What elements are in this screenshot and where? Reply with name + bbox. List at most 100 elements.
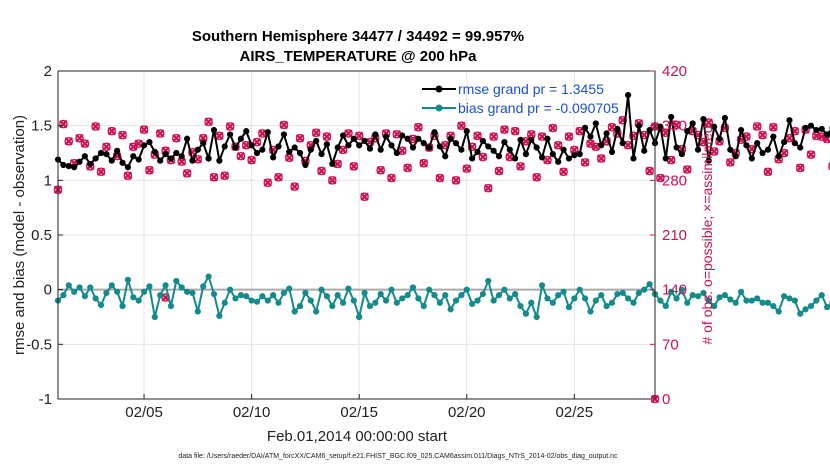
obs-possible-point [225, 122, 235, 131]
rmse-point [81, 153, 88, 160]
obs-assimilated-point [570, 145, 579, 155]
bias-point [339, 299, 347, 306]
obs-assimilated-point [123, 171, 133, 180]
rmse-point [635, 122, 642, 129]
rmse-point [641, 147, 648, 154]
rmse-point [167, 155, 175, 162]
obs-assimilated-point [683, 165, 692, 174]
obs-assimilated-point [64, 137, 73, 146]
rmse-point [732, 153, 739, 160]
y2-ticks: 0 70 140 210 280 350 420 [650, 63, 687, 408]
bias-point [447, 306, 454, 313]
obs-possible-point [548, 123, 558, 133]
bias-point [183, 288, 191, 295]
bias-point [737, 288, 745, 295]
rmse-point [571, 152, 578, 159]
rmse-point [565, 155, 573, 162]
bias-point [474, 297, 481, 304]
obs-possible-point [59, 119, 68, 129]
rmse-point [759, 149, 766, 157]
rmse-point [818, 125, 825, 133]
rmse-point [350, 135, 357, 142]
rmse-point [280, 131, 287, 138]
rmse-point [538, 154, 546, 161]
rmse-point [528, 136, 535, 143]
bias-point [431, 292, 438, 299]
bias-point [479, 290, 486, 298]
bias-point [409, 284, 417, 291]
y-tick-label-2: 0 [44, 282, 52, 299]
obs-possible-point [725, 158, 735, 167]
bias-point [334, 292, 341, 299]
rmse-point [721, 114, 729, 122]
rmse-point [684, 128, 691, 135]
bias-point [345, 285, 352, 292]
obs-assimilated-point [236, 151, 246, 161]
rmse-point [264, 129, 271, 136]
obs-assimilated-point [317, 166, 326, 176]
obs-assimilated-point [672, 120, 681, 130]
obs-assimilated-point [59, 119, 68, 129]
rmse-point [764, 146, 772, 153]
bias-point [124, 276, 132, 283]
bias-point [716, 294, 723, 301]
obs-possible-point [145, 165, 154, 175]
legend-rmse-marker [435, 85, 443, 93]
rmse-point [232, 144, 239, 151]
obs-possible-point [752, 122, 762, 131]
bias-point [205, 273, 212, 280]
obs-assimilated-point [177, 157, 186, 166]
obs-possible-point [806, 150, 816, 159]
bias-point [151, 313, 158, 321]
rmse-point [318, 150, 325, 158]
rmse-point [210, 126, 218, 134]
rmse-point [463, 128, 470, 135]
bias-point [748, 297, 755, 304]
x-tick-label-3: 02/20 [448, 404, 486, 421]
rmse-point [442, 153, 449, 160]
obs-possible-point [64, 136, 74, 146]
obs-assimilated-point [156, 129, 165, 138]
rmse-point [124, 164, 132, 171]
y2-tick-label-4: 280 [662, 172, 687, 189]
bias-point [103, 289, 110, 297]
obs-assimilated-point [311, 128, 321, 137]
rmse-point [248, 142, 255, 149]
obs-assimilated-point [258, 129, 267, 138]
rmse-point [92, 155, 99, 162]
obs-assimilated-point [392, 130, 402, 139]
obs-assimilated-point [726, 158, 735, 167]
rmse-point [517, 136, 524, 143]
rmse-point [119, 159, 126, 166]
bias-point [528, 299, 535, 306]
obs-possible-point [483, 183, 493, 193]
obs-assimilated-point [564, 132, 574, 141]
obs-possible-point [317, 166, 326, 176]
rmse-point [140, 142, 148, 149]
rmse-point [716, 135, 723, 142]
rmse-point [361, 137, 368, 145]
obs-assimilated-point [290, 182, 299, 191]
rmse-point [189, 157, 196, 164]
obs-assimilated-point [580, 158, 590, 167]
obs-possible-point [263, 178, 273, 187]
obs-assimilated-point [145, 166, 154, 175]
rmse-point [737, 126, 745, 134]
rmse-point [221, 143, 228, 150]
y2-tick-label-2: 140 [662, 282, 687, 299]
bias-point [619, 289, 626, 297]
rmse-point [727, 146, 734, 153]
bias-point [764, 299, 772, 306]
x-tick-label-4: 02/25 [556, 404, 594, 421]
obs-assimilated-point [645, 166, 654, 176]
bias-point [194, 308, 201, 315]
bias-point [512, 290, 519, 298]
rmse-point [356, 142, 363, 149]
bias-point [377, 290, 384, 298]
obs-possible-point [543, 155, 552, 165]
obs-assimilated-point [527, 130, 536, 139]
obs-assimilated-point [279, 120, 289, 130]
bias-point [721, 292, 729, 299]
obs-assimilated-point [478, 152, 488, 162]
obs-possible-point [80, 139, 90, 148]
